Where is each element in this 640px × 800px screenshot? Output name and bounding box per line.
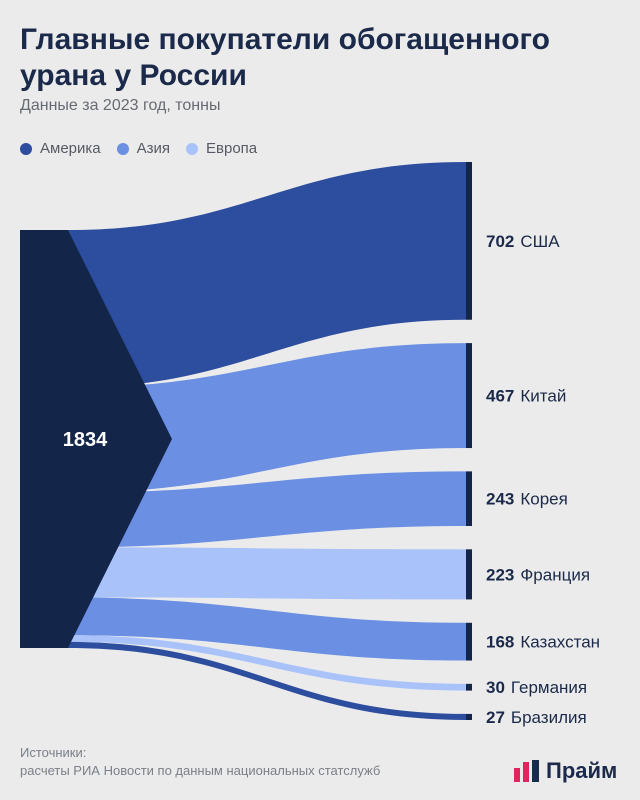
target-value-label: 702 <box>486 232 514 251</box>
target-label-2: 243 Корея <box>486 490 568 509</box>
target-label-4: 168 Казахстан <box>486 633 600 652</box>
target-bar-0 <box>466 162 472 320</box>
sources-heading: Источники: <box>20 745 87 760</box>
target-label-1: 467 Китай <box>486 387 566 406</box>
target-value-label: 243 <box>486 490 514 509</box>
target-bar-1 <box>466 343 472 449</box>
flow-3 <box>68 547 466 600</box>
flow-5 <box>68 635 466 691</box>
target-name-label: Франция <box>520 565 590 584</box>
target-value-label: 223 <box>486 565 514 584</box>
target-label-3: 223 Франция <box>486 565 590 584</box>
target-name-label: Германия <box>511 678 587 697</box>
target-bar-2 <box>466 471 472 526</box>
target-value-label: 30 <box>486 678 505 697</box>
legend-item-asia: Азия <box>116 140 171 157</box>
flow-6 <box>68 641 466 720</box>
target-value-label: 467 <box>486 387 514 406</box>
target-bar-4 <box>466 622 472 661</box>
target-value-label: 27 <box>486 708 505 727</box>
legend-swatch-america <box>20 142 32 155</box>
legend: Америка Азия Европа <box>20 140 257 157</box>
sources: Источники: расчеты РИА Новости по данным… <box>20 744 380 780</box>
logo-text: Прайм <box>546 758 618 783</box>
target-name-label: Китай <box>520 387 566 406</box>
prime-logo: Прайм <box>514 758 617 784</box>
target-name-label: США <box>520 232 560 251</box>
target-name-label: Корея <box>520 490 567 509</box>
prime-logo-icon <box>514 760 539 782</box>
target-label-5: 30 Германия <box>486 678 587 697</box>
source-node <box>20 230 172 648</box>
flow-2 <box>68 471 466 548</box>
target-bar-3 <box>466 549 472 600</box>
target-label-6: 27 Бразилия <box>486 708 587 727</box>
legend-label-asia: Азия <box>136 140 171 157</box>
source-total-label: 1834 <box>63 429 108 451</box>
flow-1 <box>68 343 466 493</box>
target-bar-6 <box>466 713 472 720</box>
target-name-label: Казахстан <box>520 633 600 652</box>
legend-item-america: Америка <box>20 140 101 157</box>
legend-label-europe: Европа <box>206 140 258 157</box>
target-bar-5 <box>466 683 472 691</box>
chart-subtitle: Данные за 2023 год, тонны <box>20 97 221 114</box>
target-value-label: 168 <box>486 633 514 652</box>
target-name-label: Бразилия <box>511 708 587 727</box>
legend-swatch-europe <box>186 142 199 155</box>
target-label-0: 702 США <box>486 232 560 251</box>
legend-item-europe: Европа <box>186 140 257 157</box>
legend-label-america: Америка <box>40 140 101 157</box>
flow-0 <box>68 162 466 388</box>
flow-4 <box>68 597 466 661</box>
chart-title: Главные покупатели обогащенного урана у … <box>20 23 550 92</box>
legend-swatch-asia <box>116 142 129 155</box>
sources-text: расчеты РИА Новости по данным национальн… <box>20 763 381 778</box>
